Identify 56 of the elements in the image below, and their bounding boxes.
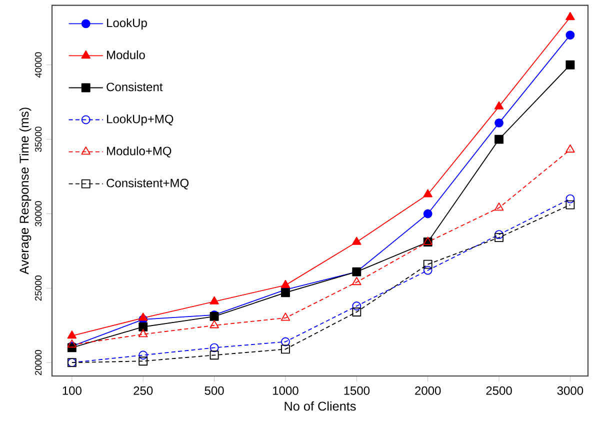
point	[566, 200, 575, 210]
point	[138, 329, 148, 338]
point	[352, 236, 362, 245]
point	[566, 194, 575, 204]
point	[281, 337, 290, 346]
legend-label: Modulo+MQ	[107, 146, 172, 158]
y-tick-label: 35000	[35, 126, 42, 152]
x-tick-label: 3000	[557, 386, 584, 395]
point	[566, 12, 575, 20]
y-tick-label: 30000	[35, 201, 42, 226]
x-tick-label: 500	[204, 386, 224, 395]
point	[138, 350, 148, 360]
x-tick-label: 1000	[273, 386, 298, 395]
point	[210, 343, 219, 352]
legend-label: LookUp+MQ	[107, 114, 174, 126]
x-tick-label: 1500	[344, 386, 370, 395]
point	[67, 339, 77, 348]
x-tick-label: 250	[134, 386, 153, 395]
point	[138, 322, 148, 332]
x-tick-label: 2500	[486, 386, 512, 395]
point	[566, 60, 575, 70]
y-axis-title: Average Response Time (ms)	[19, 108, 32, 274]
legend-label: Consistent+MQ	[106, 178, 189, 190]
legend-label: Modulo	[107, 50, 145, 60]
legend-label: LookUp	[107, 18, 147, 30]
x-tick-label: 100	[62, 386, 82, 395]
point	[566, 30, 575, 40]
point	[210, 296, 219, 304]
point	[210, 320, 219, 328]
point	[281, 288, 290, 298]
point	[494, 202, 504, 211]
point	[423, 209, 432, 218]
y-tick-label: 25000	[35, 276, 42, 301]
x-tick-label: 2000	[415, 386, 441, 395]
point	[423, 266, 432, 275]
point	[494, 101, 504, 110]
point	[423, 189, 432, 198]
y-tick-label: 20000	[35, 350, 42, 376]
point	[280, 280, 290, 288]
point	[138, 356, 148, 366]
x-axis-title: No of Clients	[284, 401, 356, 411]
point	[138, 312, 148, 321]
point	[210, 350, 219, 360]
point	[566, 144, 575, 153]
point	[280, 312, 290, 321]
point	[352, 302, 362, 310]
point	[352, 308, 362, 316]
point	[423, 260, 432, 269]
point	[494, 118, 504, 128]
point	[281, 344, 290, 354]
point	[494, 134, 504, 144]
y-tick-label: 40000	[35, 52, 42, 78]
point	[494, 233, 504, 242]
legend-label: Consistent	[106, 82, 163, 92]
point	[352, 276, 362, 286]
point	[67, 330, 77, 339]
